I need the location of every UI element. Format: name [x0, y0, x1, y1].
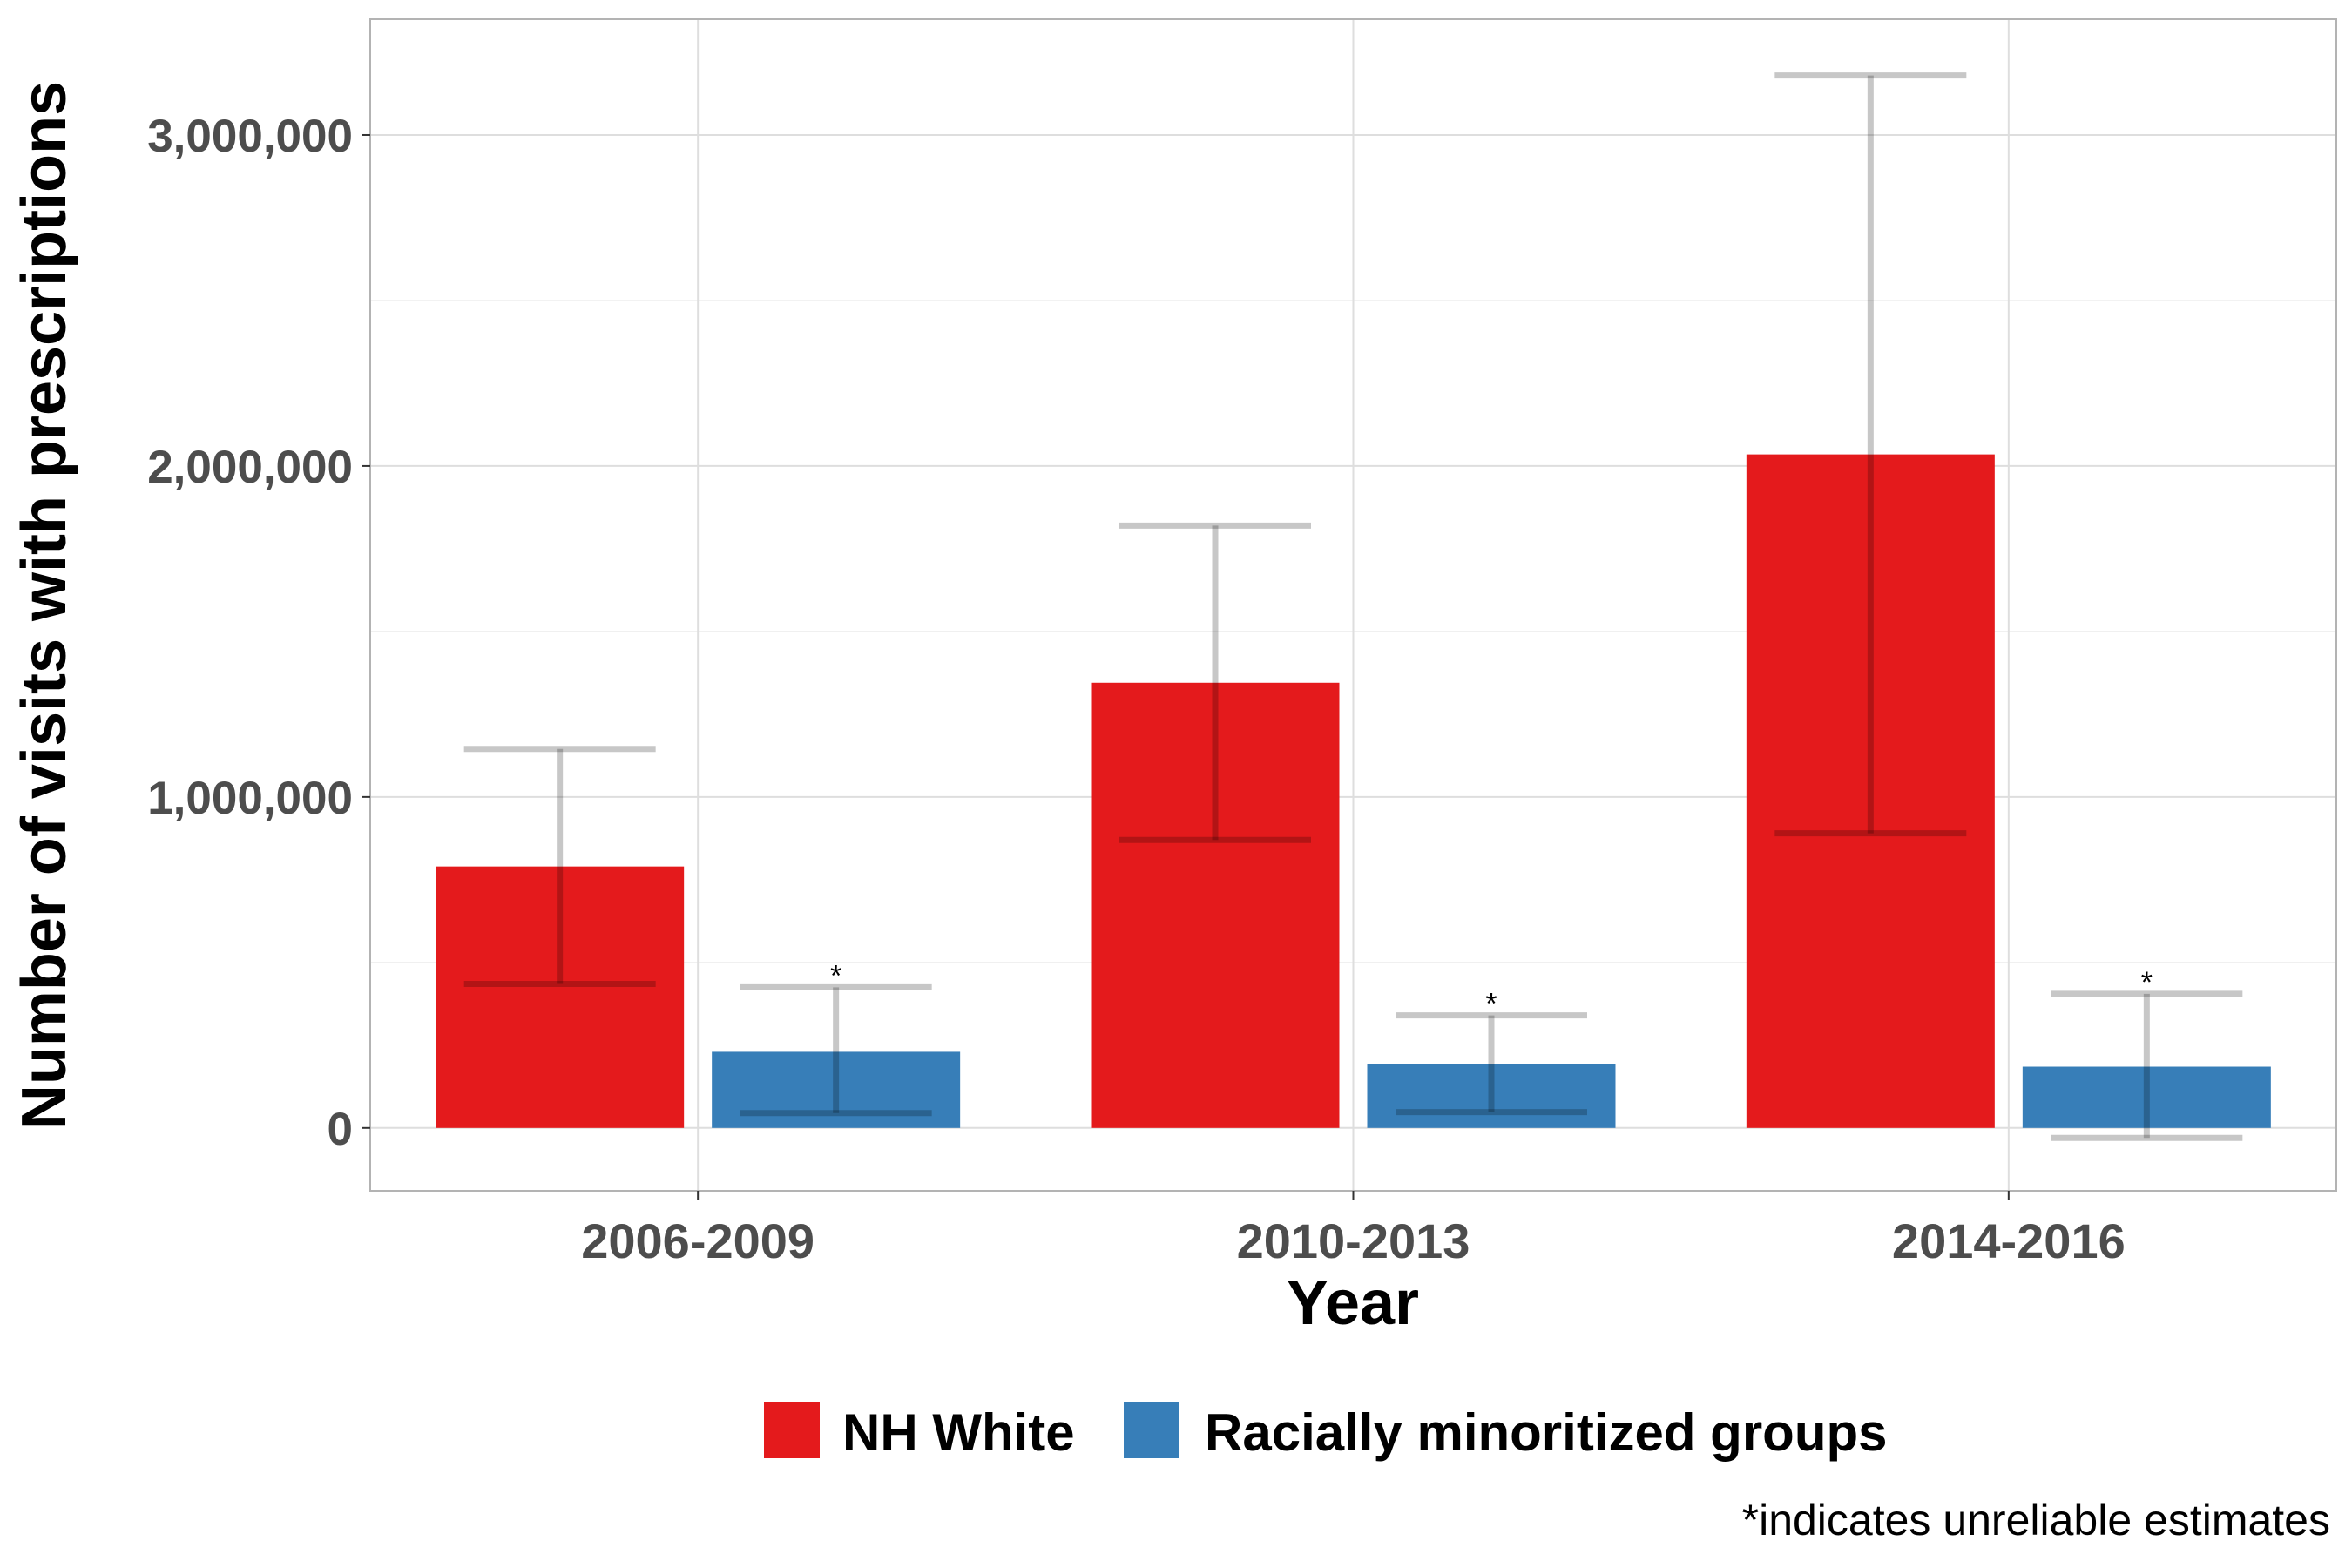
- legend-swatch-nh-white: [764, 1402, 820, 1458]
- x-axis-title: Year: [1287, 1268, 1419, 1338]
- bar: [1091, 682, 1340, 1128]
- y-axis-title: Number of visits with prescriptions: [10, 81, 79, 1130]
- x-tick-label: 2010-2013: [1237, 1213, 1470, 1268]
- bar: [1746, 454, 1995, 1128]
- legend-label-racially-minoritized-groups: Racially minoritized groups: [1205, 1403, 1888, 1462]
- bar: [436, 866, 685, 1128]
- unreliable-flag: *: [2141, 966, 2153, 999]
- error-bars: [463, 72, 2243, 1141]
- legend-label-nh-white: NH White: [842, 1403, 1075, 1462]
- unreliable-flag: *: [830, 959, 841, 992]
- major-gridlines: [370, 19, 2336, 1191]
- unreliable-markers: * * *: [830, 959, 2153, 1020]
- bar: [712, 1051, 961, 1128]
- y-axis-ticks: 0 1,000,000 2,000,000 3,000,000: [147, 111, 370, 1155]
- y-tick-label: 3,000,000: [147, 111, 353, 162]
- legend: NH White Racially minoritized groups: [764, 1402, 1888, 1462]
- x-tick-label: 2014-2016: [1892, 1213, 2126, 1268]
- bars: [436, 454, 2271, 1128]
- unreliable-flag: *: [1485, 988, 1497, 1021]
- bar: [1367, 1064, 1616, 1128]
- y-tick-label: 0: [328, 1104, 353, 1155]
- bar: [2022, 1066, 2271, 1128]
- x-tick-label: 2006-2009: [581, 1213, 814, 1268]
- legend-swatch-racially-minoritized-groups: [1124, 1402, 1179, 1458]
- y-tick-label: 1,000,000: [147, 773, 353, 824]
- footnote: *indicates unreliable estimates: [1742, 1496, 2330, 1544]
- x-axis-ticks: 2006-2009 2010-2013 2014-2016: [581, 1191, 2126, 1268]
- y-tick-label: 2,000,000: [147, 442, 353, 493]
